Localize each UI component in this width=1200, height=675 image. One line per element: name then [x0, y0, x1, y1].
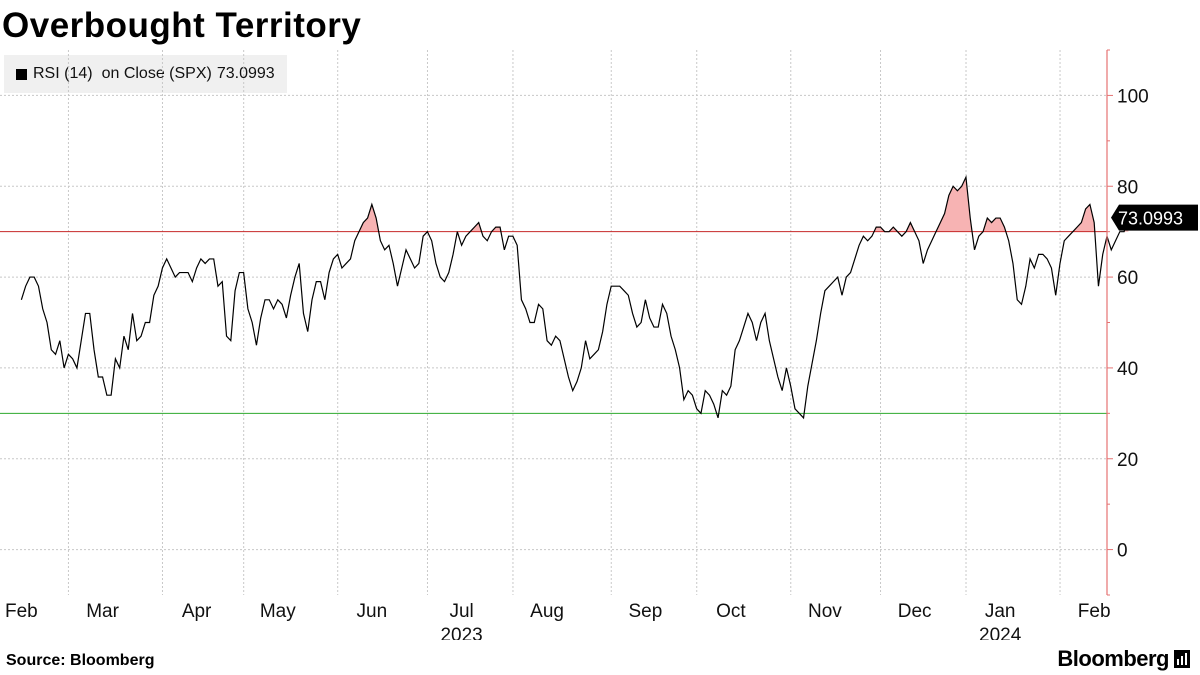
x-tick-label-may: May: [260, 601, 296, 622]
horizontal-gridlines: [0, 94, 1107, 551]
y-axis-ticks: 0 20 40 60 80 100: [1107, 49, 1149, 596]
x-year-label-2024: 2024: [979, 625, 1022, 640]
last-value-tag-background: [1111, 204, 1198, 231]
vertical-gridlines: [67, 50, 1061, 595]
chart-title: Overbought Territory: [2, 6, 362, 45]
bloomberg-terminal-icon: [1174, 650, 1190, 668]
brand-wordmark: Bloomberg: [1057, 646, 1169, 671]
y-tick-label-100: 100: [1117, 86, 1149, 107]
legend-label: RSI (14): [33, 65, 93, 82]
y-tick-label-40: 40: [1117, 359, 1138, 380]
x-tick-label-feb: Feb: [1078, 601, 1111, 622]
x-tick-label-aug: Aug: [530, 601, 564, 622]
x-tick-label-oct: Oct: [716, 601, 746, 622]
x-year-label-2023: 2023: [440, 625, 482, 640]
legend-swatch: [16, 68, 27, 80]
y-tick-label-0: 0: [1117, 541, 1128, 562]
legend-value: 73.0993: [216, 65, 275, 82]
legend: RSI (14) on Close (SPX) 73.0993: [4, 55, 287, 93]
x-tick-label-jun: Jun: [357, 601, 388, 622]
source-note: Source: Bloomberg: [6, 652, 155, 669]
rsi-chart: 0 20 40 60 80 100 Feb Mar Apr May Jun Jul Aug Sep Oct…: [0, 49, 1198, 640]
x-tick-label-apr: Apr: [182, 601, 212, 622]
x-tick-label-dec: Dec: [898, 601, 932, 622]
x-tick-label-feb: Feb: [5, 601, 38, 622]
x-tick-label-jan: Jan: [985, 601, 1016, 622]
x-tick-label-nov: Nov: [808, 601, 842, 622]
x-tick-label-mar: Mar: [86, 601, 119, 622]
y-tick-label-60: 60: [1117, 268, 1138, 289]
x-tick-label-sep: Sep: [628, 601, 662, 622]
y-tick-label-20: 20: [1117, 450, 1138, 471]
rsi-series-line: [20, 174, 1129, 420]
overbought-fill: [359, 177, 1129, 232]
last-value-label: 73.0993: [1118, 209, 1183, 229]
y-tick-label-80: 80: [1117, 177, 1138, 198]
bloomberg-logo: Bloomberg: [1057, 646, 1190, 672]
x-axis-ticks: Feb Mar Apr May Jun Jul Aug Sep Oct Nov Dec Jan Feb 2…: [5, 601, 1111, 640]
x-tick-label-jul: Jul: [449, 601, 473, 622]
last-value-tag: 73.0993: [1111, 204, 1198, 231]
legend-sublabel: on Close (SPX): [101, 65, 212, 82]
